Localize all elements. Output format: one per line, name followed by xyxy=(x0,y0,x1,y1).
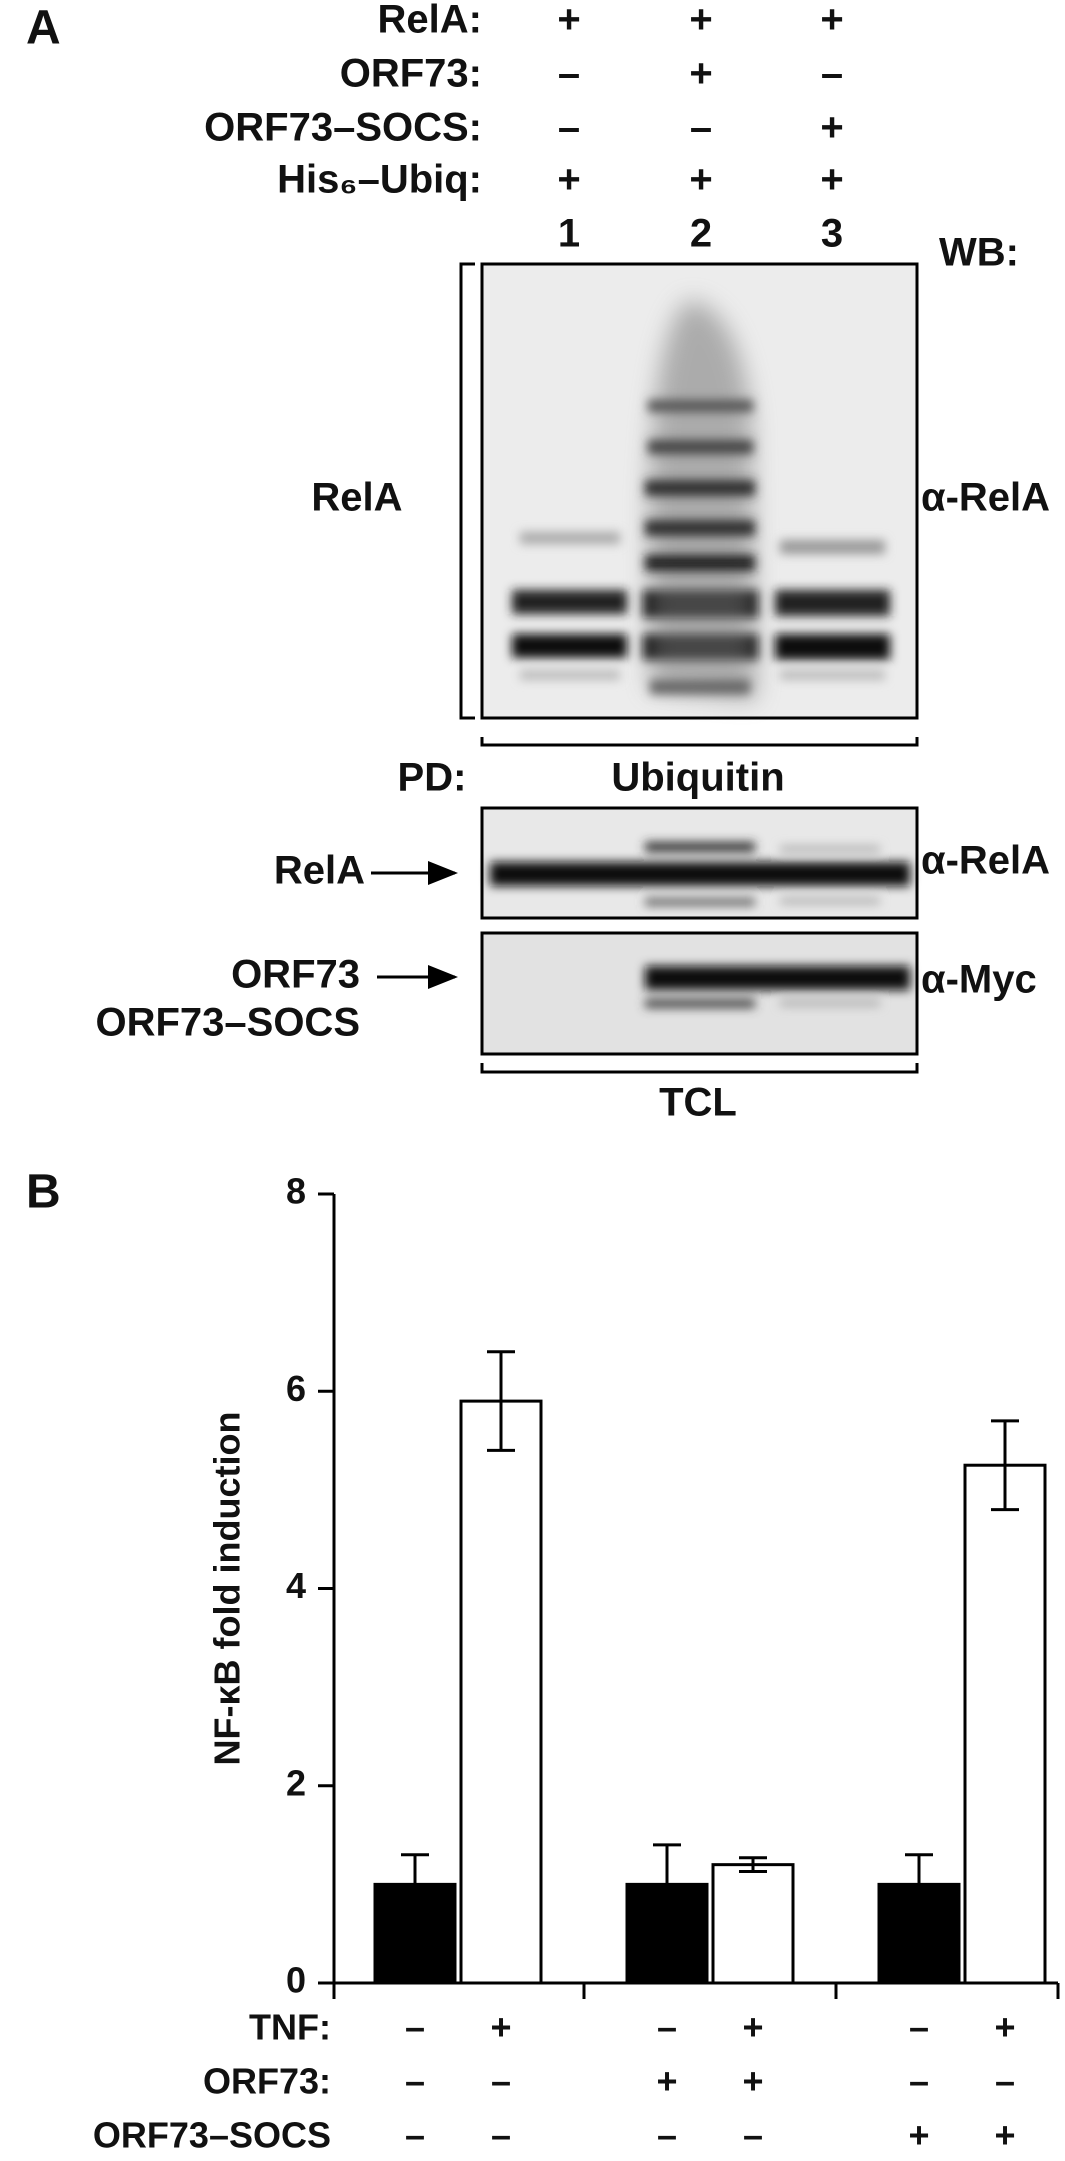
bracket xyxy=(480,737,919,747)
blot-left-label: ORF73–SOCS xyxy=(95,1001,360,1045)
lane-number: 3 xyxy=(821,212,843,256)
condition-label: His₆–Ubiq: xyxy=(277,158,482,202)
condition-sign: + xyxy=(820,106,843,150)
condition-label: ORF73: xyxy=(340,52,482,96)
condition-label: RelA: xyxy=(378,0,482,42)
condition-sign: + xyxy=(557,0,580,42)
panel-label: B xyxy=(26,1166,61,1219)
condition-label: TNF: xyxy=(249,2007,331,2048)
condition-sign: – xyxy=(657,2007,677,2048)
condition-sign: + xyxy=(557,158,580,202)
bar xyxy=(963,1463,1047,1985)
lane-number: 2 xyxy=(690,212,712,256)
bar xyxy=(711,1863,795,1985)
wb-label: WB: xyxy=(939,231,1019,275)
bracket xyxy=(480,1063,919,1074)
condition-sign: + xyxy=(994,2115,1015,2156)
error-bar xyxy=(487,1350,515,1452)
y-tick-label: 2 xyxy=(286,1762,306,1803)
condition-label: ORF73: xyxy=(203,2061,331,2102)
condition-sign: – xyxy=(405,2007,425,2048)
bar xyxy=(459,1399,543,1985)
blot-bands xyxy=(490,842,910,906)
y-tick-label: 0 xyxy=(286,1960,306,2001)
pd-target: Ubiquitin xyxy=(611,756,784,800)
antibody-label: α-RelA xyxy=(921,839,1050,883)
y-tick-label: 8 xyxy=(286,1171,306,1212)
panel-label: A xyxy=(26,2,61,55)
lane-number: 1 xyxy=(558,212,580,256)
condition-sign: + xyxy=(490,2007,511,2048)
condition-sign: – xyxy=(558,106,580,150)
condition-sign: + xyxy=(994,2007,1015,2048)
condition-sign: + xyxy=(908,2115,929,2156)
blot-1 xyxy=(480,262,919,720)
antibody-label: α-RelA xyxy=(921,476,1050,520)
y-tick-label: 4 xyxy=(286,1565,306,1606)
condition-sign: – xyxy=(909,2007,929,2048)
condition-sign: – xyxy=(821,52,843,96)
condition-sign: – xyxy=(909,2061,929,2102)
error-bar xyxy=(401,1853,429,1916)
error-bar xyxy=(905,1853,933,1916)
condition-sign: + xyxy=(820,0,843,42)
y-axis-title: NF-κB fold induction xyxy=(207,1412,248,1766)
blot-2 xyxy=(480,806,919,920)
condition-sign: + xyxy=(820,158,843,202)
condition-sign: – xyxy=(657,2115,677,2156)
condition-sign: – xyxy=(690,106,712,150)
condition-sign: – xyxy=(491,2061,511,2102)
condition-sign: – xyxy=(405,2061,425,2102)
error-bar xyxy=(739,1856,767,1874)
blot-left-label: RelA xyxy=(311,476,402,520)
error-bar xyxy=(653,1843,681,1926)
condition-label: ORF73–SOCS: xyxy=(204,106,482,150)
bracket xyxy=(459,262,475,720)
condition-sign: + xyxy=(689,0,712,42)
tcl-label: TCL xyxy=(659,1081,737,1125)
condition-sign: + xyxy=(742,2061,763,2102)
condition-sign: – xyxy=(743,2115,763,2156)
condition-sign: – xyxy=(558,52,580,96)
blot-left-label: ORF73 xyxy=(231,953,360,997)
blot-frame xyxy=(480,931,919,1056)
condition-sign: + xyxy=(689,158,712,202)
condition-sign: – xyxy=(491,2115,511,2156)
condition-sign: – xyxy=(405,2115,425,2156)
smear xyxy=(648,300,756,700)
y-tick-label: 6 xyxy=(286,1368,306,1409)
condition-sign: + xyxy=(656,2061,677,2102)
blot-left-label: RelA xyxy=(274,849,365,893)
blot-bands xyxy=(645,966,910,1008)
pd-label: PD: xyxy=(398,756,467,800)
condition-sign: – xyxy=(995,2061,1015,2102)
blot-3 xyxy=(480,931,919,1056)
blot-ladder xyxy=(645,400,755,694)
antibody-label: α-Myc xyxy=(921,958,1037,1002)
condition-sign: + xyxy=(742,2007,763,2048)
condition-sign: + xyxy=(689,52,712,96)
condition-label: ORF73–SOCS xyxy=(93,2115,331,2156)
error-bar xyxy=(991,1419,1019,1512)
